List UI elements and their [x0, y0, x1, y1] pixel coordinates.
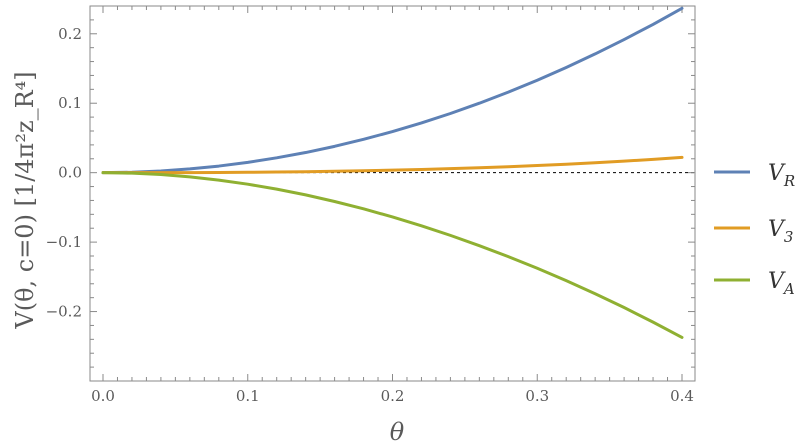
y-tick-label: 0.2 [58, 25, 82, 43]
series-lines [101, 6, 684, 339]
x-tick-label: 0.4 [670, 387, 694, 405]
tick-labels: 0.0 0.1 0.2 0.3 0.4 0.2 0.1 0.0 −0.1 −0.2 [46, 25, 694, 405]
y-tick-label: −0.1 [46, 233, 82, 251]
legend-label: VA [768, 269, 795, 298]
y-tick-label: 0.0 [58, 164, 82, 182]
series-line-3 [101, 155, 684, 175]
legend-item-a: VA [714, 269, 795, 298]
y-tick-label: −0.2 [46, 303, 82, 321]
x-tick-label: 0.3 [525, 387, 549, 405]
x-tick-label: 0.1 [236, 387, 260, 405]
plot-frame [89, 5, 696, 382]
series-line-r [101, 6, 684, 175]
legend-item-r: VR [714, 161, 795, 190]
legend: VR V3 VA [714, 161, 795, 298]
legend-item-3: V3 [714, 217, 793, 246]
plot-border [89, 5, 696, 382]
x-tick-label: 0.0 [91, 387, 115, 405]
y-tick-label: 0.1 [58, 94, 82, 112]
tick-marks [90, 5, 695, 382]
x-tick-label: 0.2 [381, 387, 405, 405]
series-line-a [101, 171, 684, 339]
legend-label: VR [768, 161, 795, 190]
legend-label: V3 [768, 217, 793, 246]
y-axis-title: V(θ, c=0) [1/4π²z_R⁴] [11, 71, 39, 329]
x-axis-title: θ [390, 418, 405, 446]
